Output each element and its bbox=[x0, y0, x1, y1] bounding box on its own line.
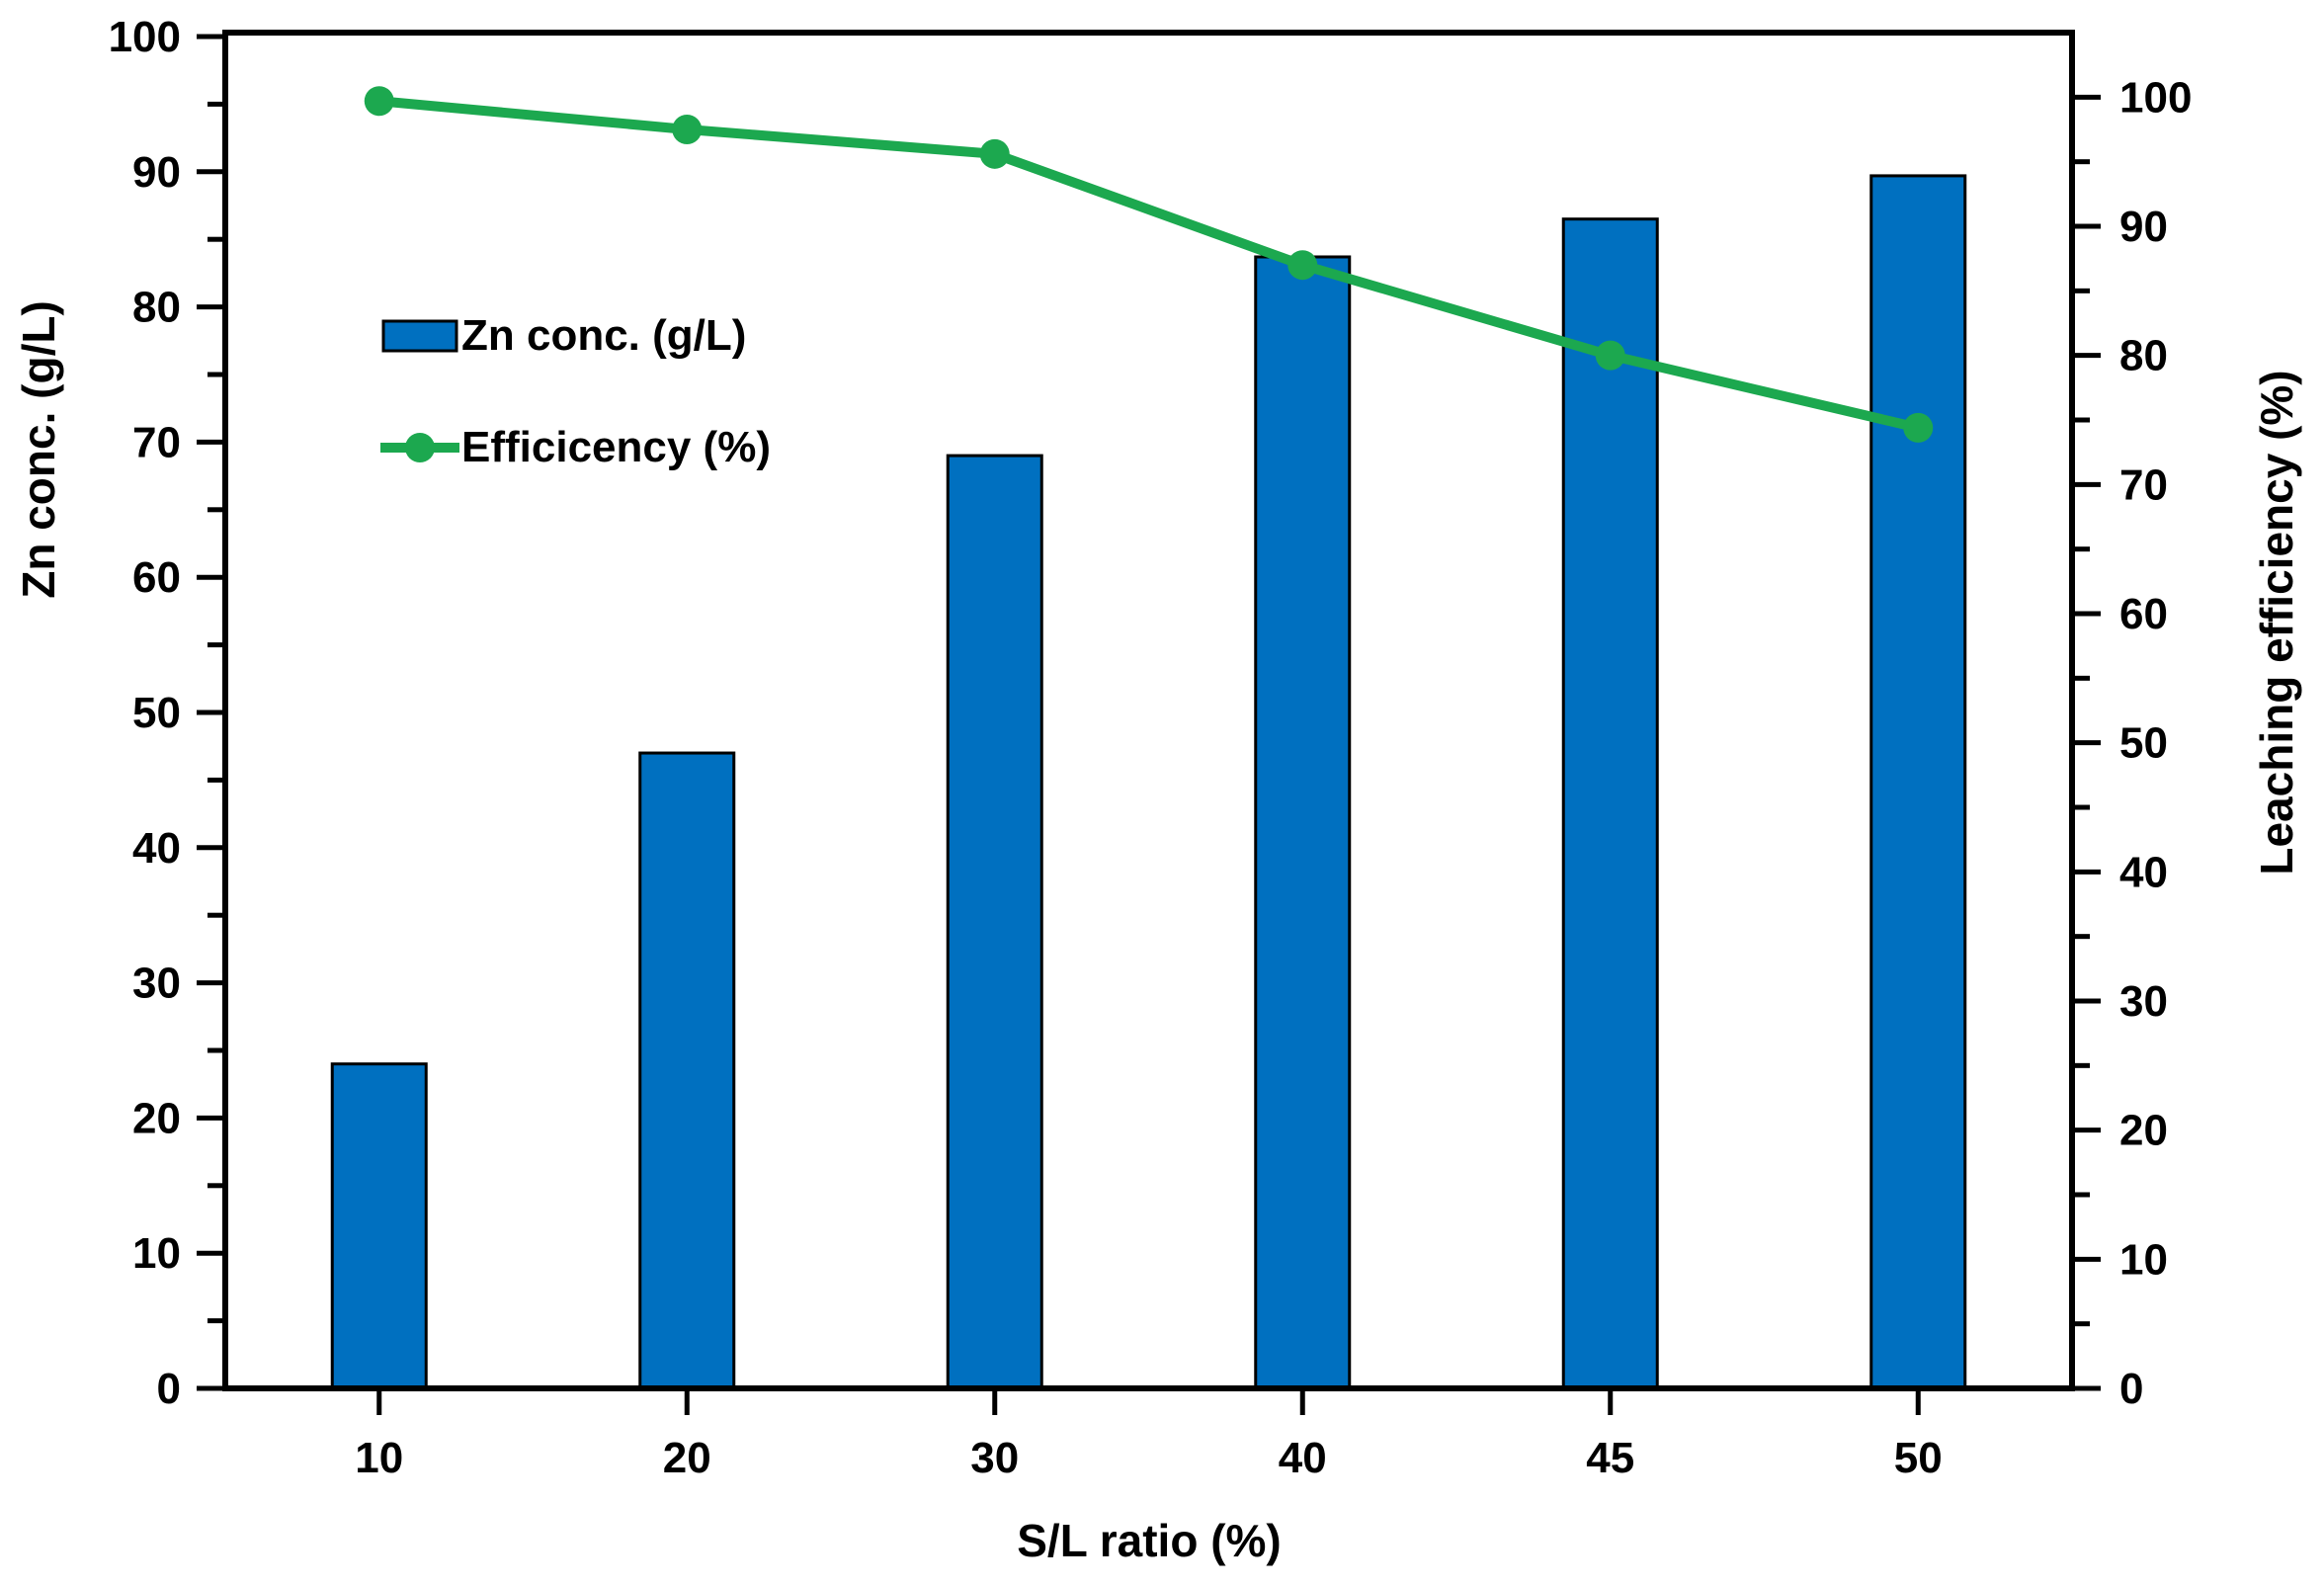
x-axis-tick-label: 30 bbox=[970, 1434, 1019, 1482]
legend-label-zn-conc: Zn conc. (g/L) bbox=[461, 311, 746, 360]
left-axis-tick-label: 10 bbox=[132, 1229, 181, 1278]
left-axis-tick-label: 30 bbox=[132, 960, 181, 1008]
efficiency-line-marker bbox=[672, 115, 703, 144]
left-axis-tick-label: 0 bbox=[157, 1365, 181, 1413]
right-axis-title: Leaching efficiency (%) bbox=[2251, 370, 2302, 875]
zn-conc-bar bbox=[1254, 255, 1352, 1390]
zn-conc-bar bbox=[946, 454, 1043, 1390]
right-axis-tick-label: 50 bbox=[2119, 719, 2168, 768]
right-axis-tick-label: 20 bbox=[2119, 1107, 2168, 1155]
right-axis-tick-label: 0 bbox=[2119, 1365, 2143, 1413]
legend-label-efficiency: Efficicency (%) bbox=[461, 423, 771, 471]
x-axis-title: S/L ratio (%) bbox=[1017, 1515, 1282, 1566]
left-axis-tick-label: 70 bbox=[132, 418, 181, 466]
right-axis-tick-label: 60 bbox=[2119, 590, 2168, 638]
zn-conc-bar bbox=[1869, 174, 1967, 1390]
x-axis-tick-label: 20 bbox=[663, 1434, 711, 1482]
right-axis-tick-label: 70 bbox=[2119, 460, 2168, 509]
left-axis-tick-label: 100 bbox=[109, 13, 181, 61]
efficiency-line-marker bbox=[364, 86, 394, 117]
zn-conc-bar bbox=[330, 1062, 428, 1390]
axes-frame-layer bbox=[222, 30, 2075, 1391]
efficiency-line bbox=[374, 96, 1924, 433]
x-axis-tick-label: 40 bbox=[1279, 1434, 1327, 1482]
bars-layer bbox=[330, 174, 1967, 1390]
right-axis-tick-label: 30 bbox=[2119, 977, 2168, 1026]
right-axis-tick-label: 10 bbox=[2119, 1235, 2168, 1284]
efficiency-line-marker bbox=[979, 138, 1010, 169]
right-axis-tick-label: 90 bbox=[2119, 203, 2168, 251]
right-axis-tick-label: 100 bbox=[2119, 73, 2192, 122]
efficiency-line-marker bbox=[1595, 340, 1625, 371]
left-axis-title: Zn conc. (g/L) bbox=[13, 300, 64, 599]
right-axis-tick-label: 80 bbox=[2119, 332, 2168, 380]
legend: Zn conc. (g/L) Efficicency (%) bbox=[380, 311, 771, 471]
zn-conc-bar bbox=[638, 751, 736, 1390]
left-axis-tick-label: 20 bbox=[132, 1094, 181, 1142]
left-axis-tick-label: 50 bbox=[132, 689, 181, 737]
left-axis-tick-label: 60 bbox=[132, 553, 181, 602]
efficiency-line-marker bbox=[1903, 412, 1934, 443]
efficiency-line-marker bbox=[1287, 250, 1318, 281]
x-axis-tick-label: 10 bbox=[355, 1434, 403, 1482]
efficiency-line-layer bbox=[364, 86, 1934, 443]
zn-conc-bar bbox=[1561, 217, 1659, 1390]
tick-labels-layer: 0 0 10 10 20 20 30 30 40 40 50 50 60 60 70 70 80 80 90 90 10… bbox=[109, 13, 2193, 1482]
x-axis-tick-label: 45 bbox=[1586, 1434, 1634, 1482]
right-axis-tick-label: 40 bbox=[2119, 848, 2168, 896]
legend-bar-swatch bbox=[381, 319, 458, 353]
left-axis-tick-label: 90 bbox=[132, 148, 181, 197]
left-axis-tick-label: 40 bbox=[132, 824, 181, 873]
left-axis-tick-label: 80 bbox=[132, 284, 181, 332]
legend-line-marker bbox=[405, 433, 435, 462]
x-axis-tick-label: 50 bbox=[1894, 1434, 1943, 1482]
ticks-layer bbox=[197, 34, 2101, 1415]
plot-frame bbox=[222, 30, 2075, 1391]
